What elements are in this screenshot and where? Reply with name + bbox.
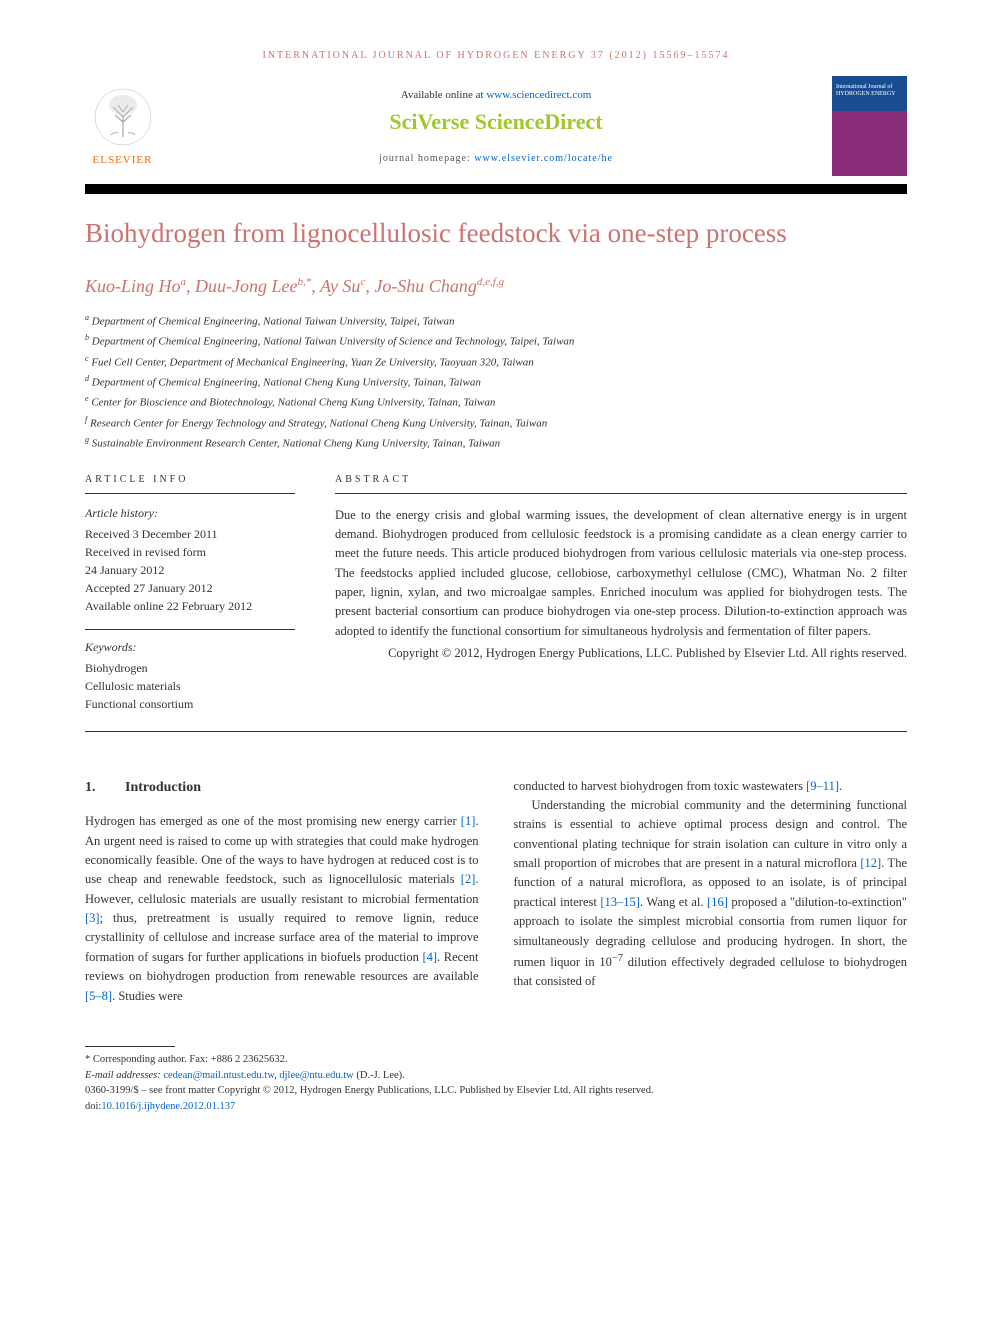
footer-divider bbox=[85, 1046, 175, 1047]
journal-header: INTERNATIONAL JOURNAL OF HYDROGEN ENERGY… bbox=[85, 50, 907, 61]
keyword: Functional consortium bbox=[85, 695, 295, 713]
available-online: Available online at www.sciencedirect.co… bbox=[160, 89, 832, 101]
affiliation: e Center for Bioscience and Biotechnolog… bbox=[85, 392, 907, 412]
author: Duu-Jong Leeb,* bbox=[195, 276, 311, 296]
keyword: Biohydrogen bbox=[85, 659, 295, 677]
elsevier-tree-icon bbox=[93, 87, 153, 147]
doi-line: doi:10.1016/j.ijhydene.2012.01.137 bbox=[85, 1099, 907, 1115]
top-section: ELSEVIER Available online at www.science… bbox=[85, 76, 907, 176]
abstract-text: Due to the energy crisis and global warm… bbox=[335, 506, 907, 642]
history-item: Received in revised form bbox=[85, 543, 295, 561]
author: Kuo-Ling Hoa bbox=[85, 276, 186, 296]
section-number: 1. bbox=[85, 777, 125, 799]
email-link[interactable]: djlee@ntu.edu.tw bbox=[279, 1070, 353, 1081]
paragraph: Understanding the microbial community an… bbox=[514, 796, 908, 992]
issn-line: 0360-3199/$ – see front matter Copyright… bbox=[85, 1083, 907, 1099]
history-item: Available online 22 February 2012 bbox=[85, 597, 295, 615]
history-item: 24 January 2012 bbox=[85, 561, 295, 579]
section-divider bbox=[85, 731, 907, 732]
elsevier-text: ELSEVIER bbox=[85, 154, 160, 166]
body-columns: 1.Introduction Hydrogen has emerged as o… bbox=[85, 777, 907, 1006]
paragraph: conducted to harvest biohydrogen from to… bbox=[514, 777, 908, 796]
citation-link[interactable]: [5–8] bbox=[85, 989, 112, 1003]
citation-link[interactable]: [3] bbox=[85, 911, 100, 925]
article-info-block: ARTICLE INFO Article history: Received 3… bbox=[85, 474, 295, 713]
section-title: Introduction bbox=[125, 780, 201, 795]
article-title: Biohydrogen from lignocellulosic feedsto… bbox=[85, 216, 907, 251]
author: Ay Suc bbox=[320, 276, 365, 296]
email-line: E-mail addresses: cedean@mail.ntust.edu.… bbox=[85, 1068, 907, 1084]
affiliation: g Sustainable Environment Research Cente… bbox=[85, 433, 907, 453]
intro-heading: 1.Introduction bbox=[85, 777, 479, 799]
divider bbox=[335, 493, 907, 494]
doi-link[interactable]: 10.1016/j.ijhydene.2012.01.137 bbox=[101, 1101, 235, 1112]
sciencedirect-link[interactable]: www.sciencedirect.com bbox=[486, 89, 591, 101]
article-info-label: ARTICLE INFO bbox=[85, 474, 295, 485]
history-label: Article history: bbox=[85, 506, 295, 521]
affiliation: d Department of Chemical Engineering, Na… bbox=[85, 372, 907, 392]
abstract-block: ABSTRACT Due to the energy crisis and gl… bbox=[335, 474, 907, 713]
authors-list: Kuo-Ling Hoa, Duu-Jong Leeb,*, Ay Suc, J… bbox=[85, 276, 907, 297]
email-link[interactable]: cedean@mail.ntust.edu.tw bbox=[163, 1070, 274, 1081]
affiliation: a Department of Chemical Engineering, Na… bbox=[85, 311, 907, 331]
affiliations-list: a Department of Chemical Engineering, Na… bbox=[85, 311, 907, 453]
divider bbox=[85, 629, 295, 630]
history-item: Received 3 December 2011 bbox=[85, 525, 295, 543]
corresponding-author: * Corresponding author. Fax: +886 2 2362… bbox=[85, 1052, 907, 1068]
citation-link[interactable]: [12] bbox=[860, 856, 881, 870]
affiliation: f Research Center for Energy Technology … bbox=[85, 413, 907, 433]
center-block: Available online at www.sciencedirect.co… bbox=[160, 89, 832, 164]
citation-link[interactable]: [16] bbox=[707, 895, 728, 909]
journal-cover-thumbnail[interactable]: International Journal of HYDROGEN ENERGY bbox=[832, 76, 907, 176]
citation-link[interactable]: [4] bbox=[422, 950, 437, 964]
citation-link[interactable]: [9–11] bbox=[806, 779, 839, 793]
affiliation: c Fuel Cell Center, Department of Mechan… bbox=[85, 352, 907, 372]
right-column: conducted to harvest biohydrogen from to… bbox=[514, 777, 908, 1006]
citation-link[interactable]: [1] bbox=[461, 814, 476, 828]
journal-homepage: journal homepage: www.elsevier.com/locat… bbox=[160, 153, 832, 164]
email-label: E-mail addresses: bbox=[85, 1070, 163, 1081]
homepage-text: journal homepage: bbox=[379, 153, 474, 164]
paragraph: Hydrogen has emerged as one of the most … bbox=[85, 812, 479, 1006]
info-section: ARTICLE INFO Article history: Received 3… bbox=[85, 474, 907, 713]
citation-link[interactable]: [2] bbox=[461, 872, 476, 886]
cover-title: International Journal of HYDROGEN ENERGY bbox=[836, 84, 903, 98]
available-text: Available online at bbox=[401, 89, 487, 101]
copyright-text: Copyright © 2012, Hydrogen Energy Public… bbox=[335, 644, 907, 663]
citation-link[interactable]: [13–15] bbox=[600, 895, 640, 909]
author: Jo-Shu Changd,e,f,g bbox=[374, 276, 504, 296]
elsevier-logo[interactable]: ELSEVIER bbox=[85, 87, 160, 166]
abstract-label: ABSTRACT bbox=[335, 474, 907, 485]
keywords-label: Keywords: bbox=[85, 640, 295, 655]
sciverse-logo: SciVerse ScienceDirect bbox=[160, 109, 832, 135]
left-column: 1.Introduction Hydrogen has emerged as o… bbox=[85, 777, 479, 1006]
history-item: Accepted 27 January 2012 bbox=[85, 579, 295, 597]
keyword: Cellulosic materials bbox=[85, 677, 295, 695]
divider bbox=[85, 493, 295, 494]
homepage-link[interactable]: www.elsevier.com/locate/he bbox=[474, 153, 613, 164]
footer-block: * Corresponding author. Fax: +886 2 2362… bbox=[85, 1046, 907, 1115]
affiliation: b Department of Chemical Engineering, Na… bbox=[85, 331, 907, 351]
page-container: INTERNATIONAL JOURNAL OF HYDROGEN ENERGY… bbox=[0, 0, 992, 1155]
black-divider-bar bbox=[85, 184, 907, 194]
